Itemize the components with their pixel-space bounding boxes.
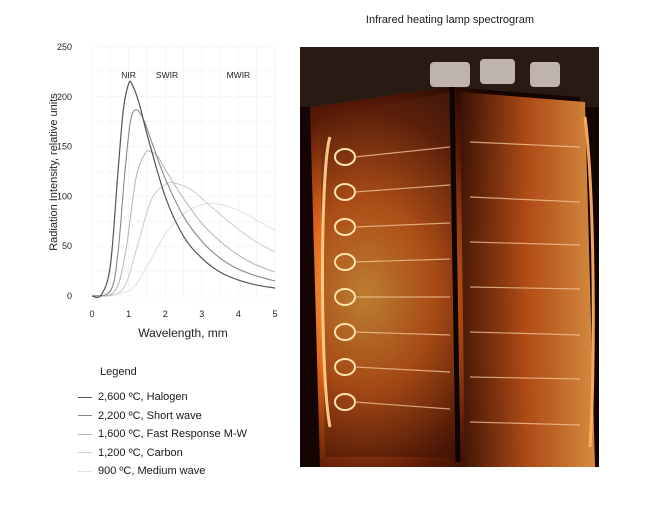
y-tick-label: 250 [57,42,72,52]
y-tick-label: 150 [57,142,72,152]
legend-swatch [78,415,92,416]
legend-swatch [78,433,92,435]
legend-swatch [78,452,92,453]
y-tick-label: 50 [62,241,72,251]
x-tick-label: 1 [126,309,131,319]
x-tick-label: 4 [236,309,241,319]
legend-label: 2,600 ºC, Halogen [98,391,188,403]
legend-title: Legend [100,366,137,378]
y-tick-label: 0 [67,291,72,301]
x-axis-label: Wavelength, mm [138,326,228,340]
legend-label: 1,600 ºC, Fast Response M-W [98,428,247,440]
chart-grid [91,46,276,297]
x-tick-label: 5 [272,309,277,319]
legend-label: 900 ºC, Medium wave [98,465,206,477]
region-annotations: NIR SWIR MWIR [121,70,250,80]
x-tick-label: 2 [163,309,168,319]
y-tick-label: 200 [57,92,72,102]
legend-entry: 2,600 ºC, Halogen [78,389,188,405]
legend-entry: 2,200 ºC, Short wave [78,408,202,424]
series-line [91,202,276,297]
series-line [91,150,276,297]
series-line [91,80,276,299]
legend-label: 2,200 ºC, Short wave [98,409,202,422]
legend-entry: 1,600 ºC, Fast Response M-W [78,426,247,442]
chart-series [91,80,276,299]
x-tick-label: 0 [89,309,94,319]
infrared-lamp-photo [300,47,599,467]
legend-swatch [78,396,92,398]
series-line [91,182,276,297]
photo-title: Infrared heating lamp spectrogram [365,14,535,26]
region-label: NIR [121,70,136,80]
legend-swatch [78,470,92,472]
y-tick-label: 100 [57,191,72,201]
x-tick-label: 3 [199,309,204,319]
series-line [91,109,276,297]
region-label: SWIR [156,70,178,80]
y-axis-label: Radiation Intensity, relative units [48,93,60,251]
legend-entry: 900 ºC, Medium wave [78,463,205,479]
region-label: MWIR [227,70,251,80]
legend-entry: 1,200 ºC, Carbon [78,445,183,461]
legend-label: 1,200 ºC, Carbon [98,446,183,459]
